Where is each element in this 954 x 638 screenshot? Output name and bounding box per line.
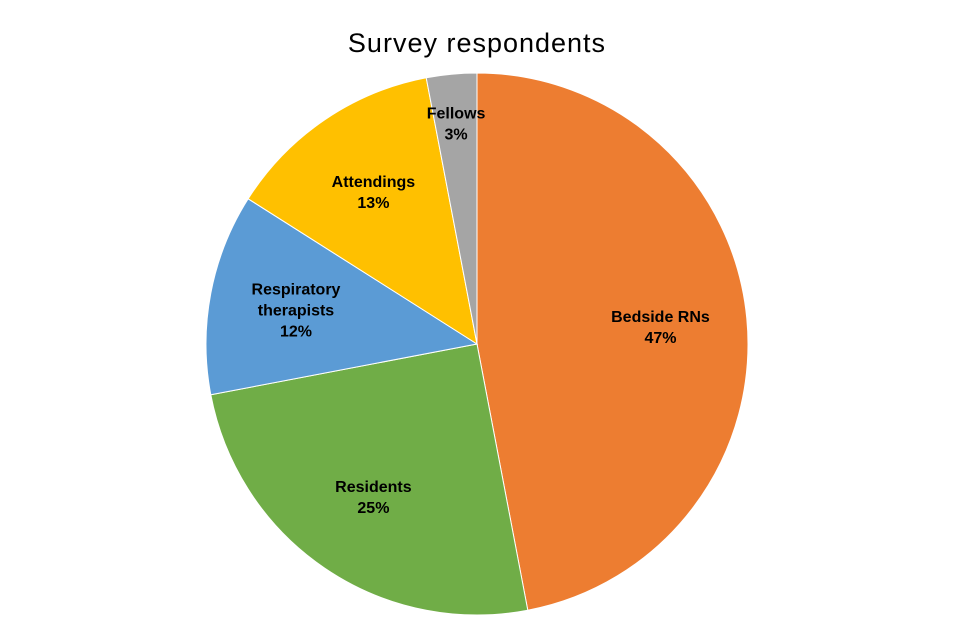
- slice-label-attendings: Attendings 13%: [332, 174, 416, 212]
- slice-label-residents: Residents 25%: [335, 479, 412, 517]
- pie-slice-attendings: [247, 77, 478, 346]
- slice-label-line: 47%: [644, 330, 676, 347]
- pie-slice-residents: [210, 343, 529, 616]
- slice-label-line: 3%: [445, 126, 468, 143]
- slice-label-line: Respiratory: [252, 281, 341, 298]
- slice-label-line: 25%: [357, 500, 389, 517]
- pie-slice-bedside-rns: [476, 72, 749, 611]
- pie-slice-fellows: [425, 72, 478, 345]
- slice-label-line: Residents: [335, 479, 412, 496]
- slice-label-line: Attendings: [332, 174, 416, 191]
- slice-label-bedside-rns: Bedside RNs 47%: [611, 309, 710, 347]
- slice-label-line: Fellows: [427, 105, 486, 122]
- slice-label-line: therapists: [258, 302, 335, 319]
- chart-title: Survey respondents: [347, 28, 607, 58]
- slice-label-respiratory-therapists: Respiratory therapists 12%: [252, 281, 341, 340]
- slice-label-line: 13%: [357, 195, 389, 212]
- slice-label-line: Bedside RNs: [611, 309, 710, 326]
- slice-label-fellows: Fellows 3%: [427, 105, 486, 143]
- pie-slice-respiratory-therapists: [205, 198, 479, 396]
- slice-label-line: 12%: [280, 323, 312, 340]
